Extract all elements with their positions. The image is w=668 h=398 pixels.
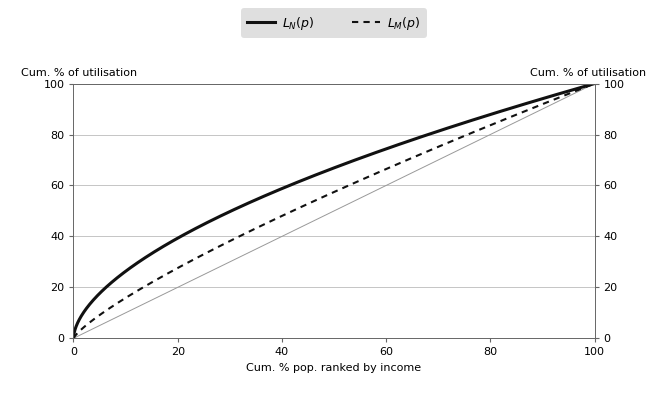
X-axis label: Cum. % pop. ranked by income: Cum. % pop. ranked by income	[246, 363, 422, 373]
Text: Cum. % of utilisation: Cum. % of utilisation	[21, 68, 138, 78]
Legend: $L_N(p)$, $L_M(p)$: $L_N(p)$, $L_M(p)$	[241, 8, 427, 38]
Text: Cum. % of utilisation: Cum. % of utilisation	[530, 68, 647, 78]
